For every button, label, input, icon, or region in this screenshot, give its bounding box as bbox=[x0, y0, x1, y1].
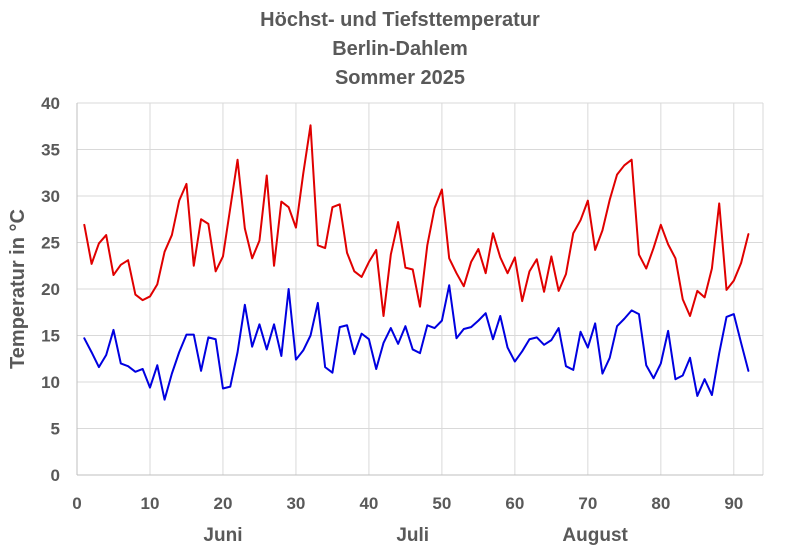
tick-labels: 0 5 10 15 20 25 30 35 40 0 10 20 30 40 50 60 70 80 90 Juni J… bbox=[41, 94, 743, 546]
x-tick-label: 70 bbox=[578, 494, 597, 513]
axes bbox=[76, 103, 763, 476]
x-tick-label: 30 bbox=[286, 494, 305, 513]
month-label: August bbox=[562, 525, 628, 546]
x-tick-label: 0 bbox=[72, 494, 81, 513]
x-tick-label: 90 bbox=[724, 494, 743, 513]
x-tick-label: 10 bbox=[141, 494, 160, 513]
y-tick-label: 0 bbox=[51, 466, 60, 485]
y-tick-label: 20 bbox=[41, 280, 60, 299]
chart-title-line-3: Sommer 2025 bbox=[335, 67, 465, 89]
y-tick-label: 40 bbox=[41, 94, 60, 113]
y-axis-label: Temperatur in °C bbox=[7, 209, 29, 369]
y-tick-label: 25 bbox=[41, 234, 60, 253]
series-line-max-temperature bbox=[83, 124, 750, 317]
month-label: Juli bbox=[396, 525, 429, 546]
x-tick-label: 60 bbox=[505, 494, 524, 513]
chart-title-line-1: Höchst- und Tiefsttemperatur bbox=[260, 9, 540, 31]
x-tick-label: 80 bbox=[651, 494, 670, 513]
series-line-min-temperature bbox=[83, 284, 750, 401]
y-tick-label: 15 bbox=[41, 327, 60, 346]
x-tick-label: 20 bbox=[213, 494, 232, 513]
y-tick-label: 5 bbox=[51, 420, 60, 439]
x-tick-label: 40 bbox=[359, 494, 378, 513]
y-tick-label: 35 bbox=[41, 141, 60, 160]
chart-title-line-2: Berlin-Dahlem bbox=[332, 38, 468, 60]
y-tick-label: 30 bbox=[41, 187, 60, 206]
series-lines bbox=[83, 124, 750, 401]
x-tick-label: 50 bbox=[432, 494, 451, 513]
y-tick-label: 10 bbox=[41, 373, 60, 392]
month-label: Juni bbox=[203, 525, 242, 546]
